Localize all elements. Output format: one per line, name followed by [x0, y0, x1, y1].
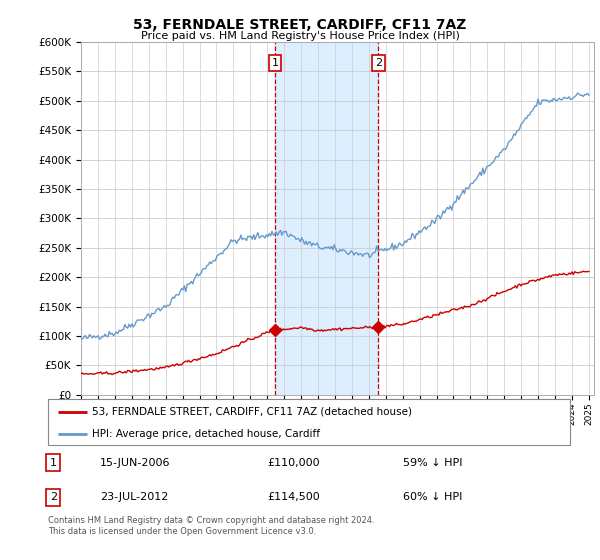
- Text: 15-JUN-2006: 15-JUN-2006: [100, 458, 170, 468]
- Text: 53, FERNDALE STREET, CARDIFF, CF11 7AZ (detached house): 53, FERNDALE STREET, CARDIFF, CF11 7AZ (…: [92, 407, 412, 417]
- Text: Contains HM Land Registry data © Crown copyright and database right 2024.
This d: Contains HM Land Registry data © Crown c…: [48, 516, 374, 536]
- Text: 2: 2: [50, 492, 57, 502]
- Text: 53, FERNDALE STREET, CARDIFF, CF11 7AZ: 53, FERNDALE STREET, CARDIFF, CF11 7AZ: [133, 18, 467, 32]
- Text: £114,500: £114,500: [267, 492, 320, 502]
- Text: Price paid vs. HM Land Registry's House Price Index (HPI): Price paid vs. HM Land Registry's House …: [140, 31, 460, 41]
- Text: 1: 1: [272, 58, 278, 68]
- Text: 60% ↓ HPI: 60% ↓ HPI: [403, 492, 463, 502]
- FancyBboxPatch shape: [48, 399, 570, 445]
- Text: 1: 1: [50, 458, 57, 468]
- Bar: [275, 42, 379, 395]
- Text: 59% ↓ HPI: 59% ↓ HPI: [403, 458, 463, 468]
- Text: 2: 2: [375, 58, 382, 68]
- Text: £110,000: £110,000: [267, 458, 320, 468]
- Text: HPI: Average price, detached house, Cardiff: HPI: Average price, detached house, Card…: [92, 428, 320, 438]
- Text: 23-JUL-2012: 23-JUL-2012: [100, 492, 169, 502]
